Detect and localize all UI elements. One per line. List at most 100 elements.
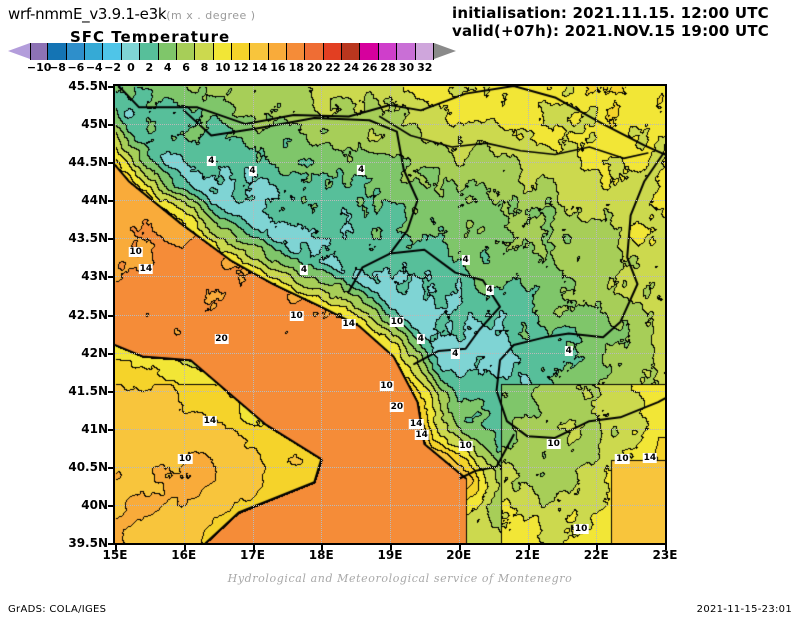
longitude-tick-mark <box>527 545 530 550</box>
colorbar-tick-label: 12 <box>233 61 249 74</box>
latitude-tick-mark <box>108 200 113 203</box>
colorbar: −10 −8 −6 −4 −2 0 2 4 6 8 10 12 14 16 18 20 22 24 26 28 30 32 <box>8 43 456 74</box>
colorbar-tick-label: −2 <box>104 61 122 74</box>
colorbar-swatch <box>140 43 159 60</box>
contour-label: 10 <box>615 454 630 465</box>
colorbar-tick-label: 6 <box>182 61 190 74</box>
colorbar-swatch <box>323 43 343 60</box>
latitude-tick-label: 40N <box>81 497 108 512</box>
colorbar-high-cap-arrow <box>434 43 456 59</box>
longitude-tick-label: 15E <box>102 548 128 562</box>
colorbar-tick-label: −10 <box>26 61 52 74</box>
colorbar-swatch <box>287 43 306 60</box>
contour-label: 14 <box>408 419 424 430</box>
longitude-tick-mark <box>596 545 599 550</box>
longitude-tick-label: 18E <box>308 548 334 562</box>
latitude-tick-label: 43.5N <box>68 231 108 246</box>
variable-title: SFC Temperature <box>70 28 231 46</box>
colorbar-swatch <box>360 43 379 60</box>
render-timestamp: 2021-11-15-23:01 <box>696 604 792 615</box>
contour-label: 4 <box>356 164 366 175</box>
contour-label: 10 <box>573 524 589 535</box>
latitude-tick-label: 40.5N <box>68 459 108 474</box>
contour-label: 4 <box>451 349 460 360</box>
temperature-field-map <box>115 86 665 543</box>
longitude-axis: 15E 16E 17E 18E 19E 20E 21E 22E 23E <box>103 548 678 566</box>
latitude-tick-mark <box>108 86 113 88</box>
latitude-tick-label: 44N <box>81 193 108 208</box>
contour-label: 4 <box>564 346 573 357</box>
colorbar-tick-label: 2 <box>145 61 154 74</box>
colorbar-swatch <box>250 43 269 60</box>
colorbar-swatch <box>213 43 232 60</box>
colorbar-tick-label: 22 <box>325 61 341 74</box>
valid-time: valid(+07h): 2021.NOV.15 19:00 UTC <box>452 22 769 40</box>
contour-label: 10 <box>128 247 143 258</box>
colorbar-tick-label: −6 <box>67 61 85 74</box>
colorbar-swatch <box>342 43 361 60</box>
latitude-tick-mark <box>108 543 113 545</box>
map-plot-area[interactable]: 4 4 4 10 14 4 10 14 4 4 20 10 4 4 4 10 20 14 14 14 10 10 10 10 1… <box>113 84 667 545</box>
contour-label: 14 <box>341 318 357 329</box>
colorbar-swatch <box>85 43 104 60</box>
colorbar-tick-label: 20 <box>306 61 323 74</box>
colorbar-swatch <box>378 43 398 60</box>
colorbar-swatch <box>415 43 434 60</box>
latitude-tick-mark <box>108 314 113 317</box>
longitude-tick-mark <box>115 545 117 550</box>
contour-label: 14 <box>202 416 218 427</box>
colorbar-tick-label: 14 <box>251 61 268 74</box>
colorbar-tick-label: 0 <box>127 61 135 74</box>
model-units-text: (m x . degree ) <box>166 9 256 22</box>
service-credit: Hydrological and Meteorological service … <box>227 572 573 585</box>
colorbar-tick-labels: −10 −8 −6 −4 −2 0 2 4 6 8 10 12 14 16 18 20 22 24 26 28 30 32 <box>8 61 456 74</box>
colorbar-tick-label: −4 <box>85 61 103 74</box>
colorbar-tick-label: −8 <box>49 61 66 74</box>
colorbar-swatch <box>231 43 251 60</box>
longitude-tick-label: 22E <box>583 548 609 562</box>
contour-label: 14 <box>138 263 154 274</box>
contour-label: 10 <box>177 454 193 465</box>
latitude-tick-mark <box>108 428 113 431</box>
model-title-text: wrf-nmmE_v3.9.1-e3k <box>8 5 167 23</box>
latitude-tick-mark <box>108 504 113 507</box>
colorbar-swatch <box>103 43 122 60</box>
longitude-tick-mark <box>390 545 392 550</box>
latitude-axis: 45.5N 45N 44.5N 44N 43.5N 43N 42.5N 42N 41.5N 41N… <box>56 79 108 550</box>
colorbar-swatch <box>158 43 177 60</box>
colorbar-swatch <box>268 43 288 60</box>
colorbar-swatch <box>195 43 214 60</box>
colorbar-tick-label: 8 <box>200 61 209 74</box>
colorbar-swatch <box>305 43 324 60</box>
contour-label: 4 <box>207 155 216 166</box>
colorbar-tick-label: 28 <box>380 61 396 74</box>
latitude-tick-mark <box>108 276 113 279</box>
initialisation-time: initialisation: 2021.11.15. 12:00 UTC <box>452 4 769 22</box>
longitude-tick-label: 16E <box>171 548 197 562</box>
colorbar-tick-label: 30 <box>398 61 415 74</box>
colorbar-swatches <box>30 43 434 60</box>
latitude-tick-label: 42N <box>81 345 108 360</box>
contour-label: 4 <box>416 333 426 344</box>
colorbar-swatch <box>176 43 196 60</box>
contour-label: 4 <box>485 285 494 296</box>
colorbar-tick-label: 26 <box>362 61 378 74</box>
colorbar-low-cap-arrow <box>8 43 30 59</box>
longitude-tick-mark <box>252 545 255 550</box>
colorbar-swatch <box>30 43 49 60</box>
latitude-tick-label: 45.5N <box>68 79 108 93</box>
contour-label: 4 <box>299 265 309 276</box>
colorbar-swatch <box>48 43 67 60</box>
contour-label: 20 <box>214 333 229 344</box>
contour-label: 4 <box>248 166 257 177</box>
latitude-tick-mark <box>108 124 113 127</box>
latitude-tick-mark <box>108 390 113 393</box>
contour-label: 10 <box>546 438 561 449</box>
contour-label: 20 <box>389 402 405 413</box>
longitude-tick-mark <box>321 545 324 550</box>
colorbar-swatch <box>66 43 86 60</box>
longitude-tick-label: 19E <box>377 548 403 562</box>
grads-tag: GrADS: COLA/IGES <box>8 604 107 615</box>
longitude-tick-mark <box>458 545 461 550</box>
colorbar-tick-label: 18 <box>288 61 304 74</box>
